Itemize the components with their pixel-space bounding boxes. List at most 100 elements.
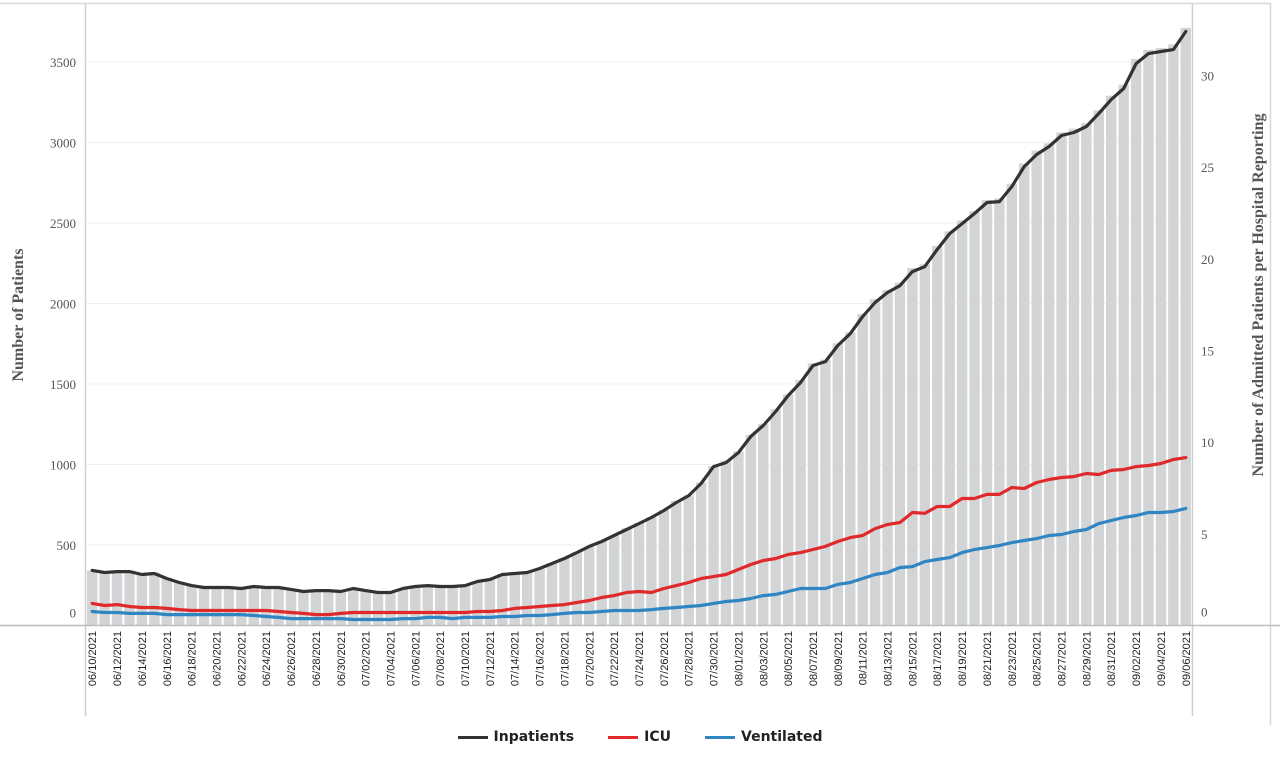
legend-swatch-inpatients: [457, 735, 488, 739]
legend-label: ICU: [644, 729, 671, 745]
bar: [1093, 110, 1105, 626]
bar: [820, 359, 831, 626]
bar: [310, 590, 322, 626]
bar: [99, 572, 110, 626]
right-axis-title: Number of Admitted Patients per Hospital…: [1250, 114, 1267, 477]
legend-item-inpatients[interactable]: Inpatients: [457, 729, 574, 745]
x-tick-label: 08/23/2021: [1007, 631, 1019, 686]
bar: [173, 581, 185, 626]
x-tick-label: 06/26/2021: [286, 631, 298, 686]
bar: [845, 332, 856, 626]
x-tick-label: 07/26/2021: [659, 631, 671, 686]
x-tick-label: 07/16/2021: [535, 631, 547, 686]
bar: [223, 587, 235, 626]
bar: [111, 570, 123, 626]
bar: [994, 198, 1005, 626]
bar: [347, 588, 359, 626]
bar: [335, 590, 346, 626]
bar: [546, 563, 558, 626]
right-tick-label: 30: [1201, 69, 1214, 84]
x-tick-label: 09/06/2021: [1181, 631, 1193, 686]
x-tick-label: 06/24/2021: [261, 631, 273, 686]
bar: [149, 572, 160, 626]
bar: [298, 590, 309, 626]
bar: [969, 211, 980, 626]
bar: [211, 587, 222, 626]
bar: [1180, 27, 1191, 626]
bar: [894, 282, 906, 626]
bar: [397, 588, 409, 626]
bar: [708, 466, 719, 626]
right-tick-label: 0: [1201, 605, 1208, 620]
right-tick-label: 10: [1201, 435, 1214, 450]
bar: [907, 268, 918, 626]
bar: [1106, 95, 1117, 626]
left-axis-title: Number of Patients: [10, 248, 27, 381]
bar: [720, 460, 732, 626]
x-tick-label: 07/14/2021: [510, 631, 522, 686]
bar: [472, 581, 483, 626]
bar: [733, 451, 744, 626]
bar: [273, 587, 284, 626]
x-tick-label: 07/28/2021: [684, 631, 696, 686]
bar: [1118, 84, 1129, 626]
bar: [1081, 123, 1092, 626]
bar: [919, 264, 931, 626]
x-tick-label: 08/03/2021: [758, 631, 770, 686]
bar: [372, 592, 384, 626]
x-tick-label: 08/07/2021: [808, 631, 820, 686]
bar: [459, 585, 471, 626]
legend-swatch-ventilated: [705, 735, 735, 739]
x-tick-label: 07/30/2021: [709, 631, 721, 686]
right-tick-label: 25: [1201, 160, 1214, 175]
bar: [323, 590, 334, 626]
x-tick-label: 09/04/2021: [1156, 631, 1168, 686]
x-tick-label: 06/16/2021: [162, 631, 174, 686]
bar: [87, 570, 98, 626]
x-tick-label: 06/10/2021: [87, 631, 99, 686]
x-tick-label: 08/11/2021: [858, 631, 870, 685]
bar: [236, 588, 247, 626]
bar: [782, 394, 794, 626]
bar: [136, 574, 148, 626]
bar: [1019, 163, 1030, 626]
x-tick-label: 08/29/2021: [1081, 631, 1093, 686]
bar: [447, 587, 458, 626]
series-line-icu: [90, 456, 1188, 617]
bar: [658, 510, 670, 626]
bar: [484, 579, 496, 626]
series-line-ventilated: [90, 506, 1188, 622]
bar: [434, 587, 446, 626]
bar: [1143, 49, 1154, 626]
bar: [559, 557, 570, 626]
bar: [422, 585, 433, 626]
bar: [1031, 150, 1042, 626]
bar: [360, 590, 371, 626]
bar: [497, 574, 508, 626]
bar: [944, 231, 955, 626]
left-tick-label: 3000: [50, 135, 76, 150]
bar: [869, 299, 881, 626]
left-tick-label: 1500: [50, 377, 76, 392]
bar: [124, 570, 135, 626]
bar: [683, 495, 694, 626]
x-tick-label: 07/12/2021: [485, 631, 497, 686]
x-tick-label: 07/24/2021: [634, 631, 646, 686]
legend-item-ventilated[interactable]: Ventilated: [705, 729, 822, 745]
bar: [633, 522, 645, 626]
left-tick-label: 3500: [50, 55, 76, 70]
x-tick-label: 06/28/2021: [311, 631, 323, 686]
x-tick-label: 08/21/2021: [982, 631, 994, 686]
legend-item-icu[interactable]: ICU: [608, 729, 671, 745]
bar: [285, 588, 297, 626]
left-tick-label: 2500: [50, 216, 76, 231]
bar: [584, 546, 595, 626]
bar: [198, 587, 210, 626]
x-tick-label: 08/19/2021: [957, 631, 969, 686]
x-tick-label: 07/10/2021: [460, 631, 472, 686]
x-tick-label: 06/12/2021: [112, 631, 124, 686]
series-line-inpatients: [90, 29, 1188, 595]
bar: [534, 568, 545, 626]
bar: [795, 379, 806, 626]
bar: [807, 363, 819, 626]
